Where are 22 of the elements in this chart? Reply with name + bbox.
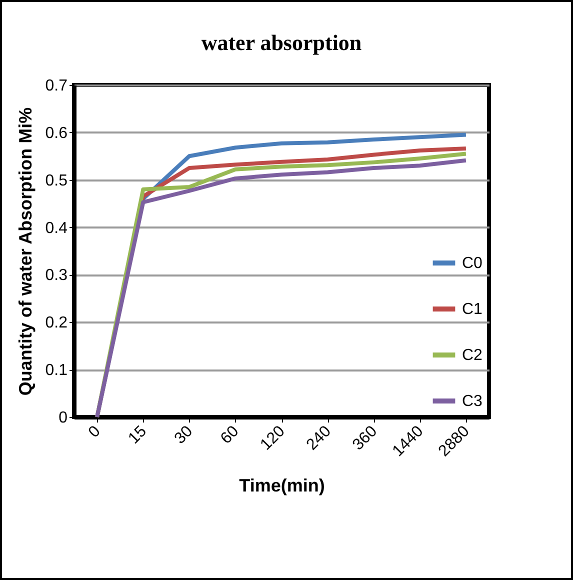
x-tick-label: 0 <box>86 422 104 442</box>
y-tick-label: 0.3 <box>45 267 68 284</box>
y-tick-label: 0 <box>58 410 68 426</box>
y-axis-title: Quantity of water Absorption Mi% <box>15 107 36 396</box>
y-tick-label: 0.5 <box>45 172 68 190</box>
x-tick-label: 15 <box>125 422 150 448</box>
x-tick-label: 30 <box>172 422 196 448</box>
x-tick-label: 60 <box>218 422 242 448</box>
x-tick-label: 360 <box>350 422 381 454</box>
y-tick-label: 0.4 <box>45 220 68 237</box>
y-tick-label: 0.1 <box>45 362 68 380</box>
legend-label: C1 <box>462 301 483 318</box>
legend-label: C2 <box>462 347 483 364</box>
x-tick-label: 120 <box>257 422 288 454</box>
y-tick-label: 0.2 <box>45 314 68 332</box>
y-tick-label: 0.6 <box>45 124 68 142</box>
x-axis-title: Time(min) <box>239 475 325 496</box>
chart-title: water absorption <box>201 30 362 55</box>
y-tick-label: 0.7 <box>45 78 68 94</box>
x-tick-label: 240 <box>304 422 335 454</box>
legend-label: C3 <box>462 393 483 410</box>
legend-label: C0 <box>462 255 483 272</box>
